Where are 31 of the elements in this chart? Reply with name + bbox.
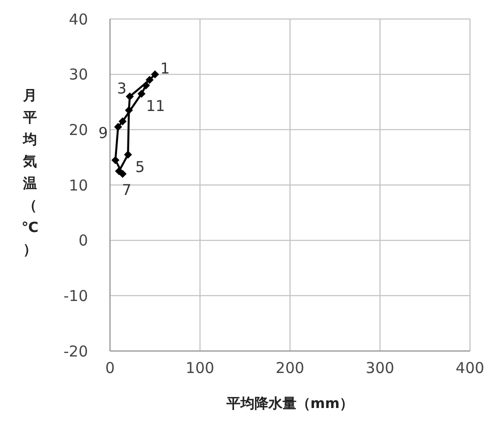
y-tick-label: 40: [68, 10, 88, 28]
annotation: 1: [160, 60, 170, 78]
y-tick-label: 30: [68, 66, 88, 84]
y-tick-label: 20: [68, 120, 88, 139]
annotation: 7: [122, 181, 132, 200]
point: [124, 150, 132, 159]
point: [151, 70, 159, 78]
annotation: 5: [135, 158, 145, 176]
x-axis-title: 平均降水量（mm）: [225, 396, 354, 412]
x-tick-label: 400: [456, 359, 484, 377]
point: [126, 92, 134, 100]
y-tick-label: -10: [64, 286, 88, 305]
point: [114, 122, 122, 131]
annotation: 11: [146, 96, 166, 115]
y-tick-label: 10: [68, 176, 88, 194]
point: [142, 81, 150, 90]
x-tick-label: 200: [276, 359, 304, 377]
point: [111, 156, 120, 164]
point: [138, 90, 146, 98]
annotation: 9: [98, 124, 108, 142]
y-axis-title: 月平均気温（℃）: [22, 88, 39, 258]
y-tick-label: 0: [78, 232, 88, 250]
y-tick-label: -20: [64, 342, 88, 360]
point: [146, 76, 154, 84]
x-tick-label: 0: [105, 359, 115, 377]
x-tick-label: 100: [186, 359, 214, 377]
point: [118, 170, 127, 178]
point: [118, 117, 127, 126]
annotation: 3: [117, 80, 127, 98]
point: [124, 106, 133, 114]
x-tick-label: 300: [366, 359, 394, 377]
